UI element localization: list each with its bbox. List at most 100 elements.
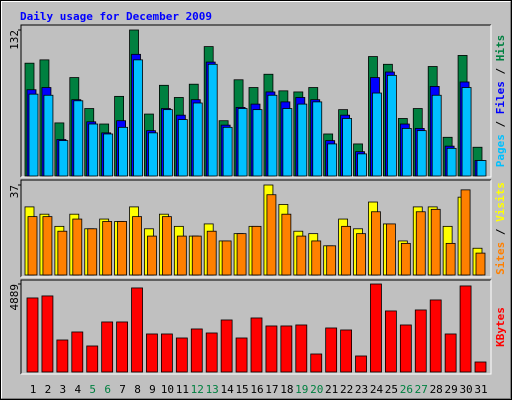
bar <box>73 100 84 177</box>
legend-space <box>494 235 507 242</box>
legend-separator: / <box>494 121 507 128</box>
bar <box>88 123 99 177</box>
bar <box>372 92 382 177</box>
x-tick-label: 20 <box>310 383 323 396</box>
x-tick-label: 19 <box>295 383 308 396</box>
bar <box>146 333 158 373</box>
x-tick-label: 18 <box>280 383 293 396</box>
bar <box>357 153 367 177</box>
x-tick-label: 11 <box>176 383 189 396</box>
x-tick-label: 2 <box>45 383 52 396</box>
bar <box>282 108 293 177</box>
bar <box>177 119 188 177</box>
bar <box>415 211 426 276</box>
legend-entry: Pages <box>494 134 507 167</box>
x-tick-label: 10 <box>161 383 174 396</box>
x-tick-label: 14 <box>221 383 235 396</box>
x-tick-label: 25 <box>385 383 398 396</box>
panel-edge <box>20 279 491 374</box>
x-tick-label: 16 <box>250 383 263 396</box>
bar <box>341 225 352 276</box>
panel-edge <box>21 280 492 375</box>
legend-entry: Files <box>494 81 507 114</box>
bar <box>310 353 323 373</box>
bar <box>116 321 128 373</box>
x-tick-label: 17 <box>265 383 278 396</box>
legend-space <box>494 222 507 229</box>
legend-entry: Sites <box>494 242 507 275</box>
legend-entry: KBytes <box>494 307 507 347</box>
y-tick-label: 37 <box>8 185 21 198</box>
bar <box>311 240 322 276</box>
bar <box>266 194 277 276</box>
bar <box>148 132 158 177</box>
x-tick-label: 7 <box>119 383 126 396</box>
x-tick-label: 21 <box>325 383 338 396</box>
bar <box>191 235 202 276</box>
bar <box>56 339 69 373</box>
bar <box>205 332 218 373</box>
panel-edge <box>20 179 491 277</box>
bar <box>326 245 337 276</box>
bar <box>296 235 307 276</box>
bar <box>27 216 38 276</box>
bar <box>28 93 39 177</box>
x-tick-label: 31 <box>474 383 487 396</box>
y-tick-label: 4889 <box>8 284 21 311</box>
bar <box>340 329 353 373</box>
bar <box>370 283 382 373</box>
bar <box>384 310 397 373</box>
bar <box>281 213 292 276</box>
bar <box>102 221 113 276</box>
bar <box>41 295 54 373</box>
bar <box>43 94 54 177</box>
bar <box>280 325 293 373</box>
panel-edge <box>20 24 491 177</box>
bar <box>237 108 248 177</box>
x-tick-label: 8 <box>134 383 141 396</box>
bar <box>414 309 427 373</box>
bar <box>267 94 278 177</box>
legend-space <box>494 114 507 121</box>
bar <box>476 160 487 177</box>
legend-entry: Visits <box>494 182 507 222</box>
x-tick-label: 15 <box>235 383 248 396</box>
bar <box>147 235 157 276</box>
legend-space <box>494 75 507 82</box>
bar <box>131 287 143 373</box>
bar <box>265 325 278 373</box>
x-tick-label: 12 <box>191 383 204 396</box>
bar <box>312 101 323 177</box>
x-tick-label: 27 <box>415 383 428 396</box>
legend-separator: / <box>494 68 507 75</box>
panel-edge <box>21 25 492 178</box>
bar <box>401 128 412 177</box>
bar <box>445 242 456 276</box>
bar <box>444 333 457 373</box>
x-tick-label: 30 <box>459 383 472 396</box>
bar <box>431 94 442 177</box>
panel-edge <box>21 180 492 278</box>
bar <box>160 333 173 373</box>
bar <box>190 328 203 373</box>
bar <box>42 216 53 276</box>
bar <box>325 327 338 373</box>
bar <box>252 109 263 177</box>
x-tick-label: 22 <box>340 383 353 396</box>
legend: Sites / Visits <box>494 182 507 275</box>
bar <box>103 133 114 177</box>
bar <box>371 211 381 276</box>
bar <box>295 324 308 373</box>
x-tick-label: 6 <box>104 383 111 396</box>
bar <box>222 126 233 177</box>
bar <box>475 252 486 276</box>
bar <box>101 321 114 373</box>
bar <box>400 242 411 276</box>
bar <box>461 87 472 177</box>
bar <box>221 240 232 276</box>
bar <box>161 216 172 276</box>
x-tick-label: 3 <box>60 383 67 396</box>
y-tick-label: 132 <box>8 30 21 50</box>
